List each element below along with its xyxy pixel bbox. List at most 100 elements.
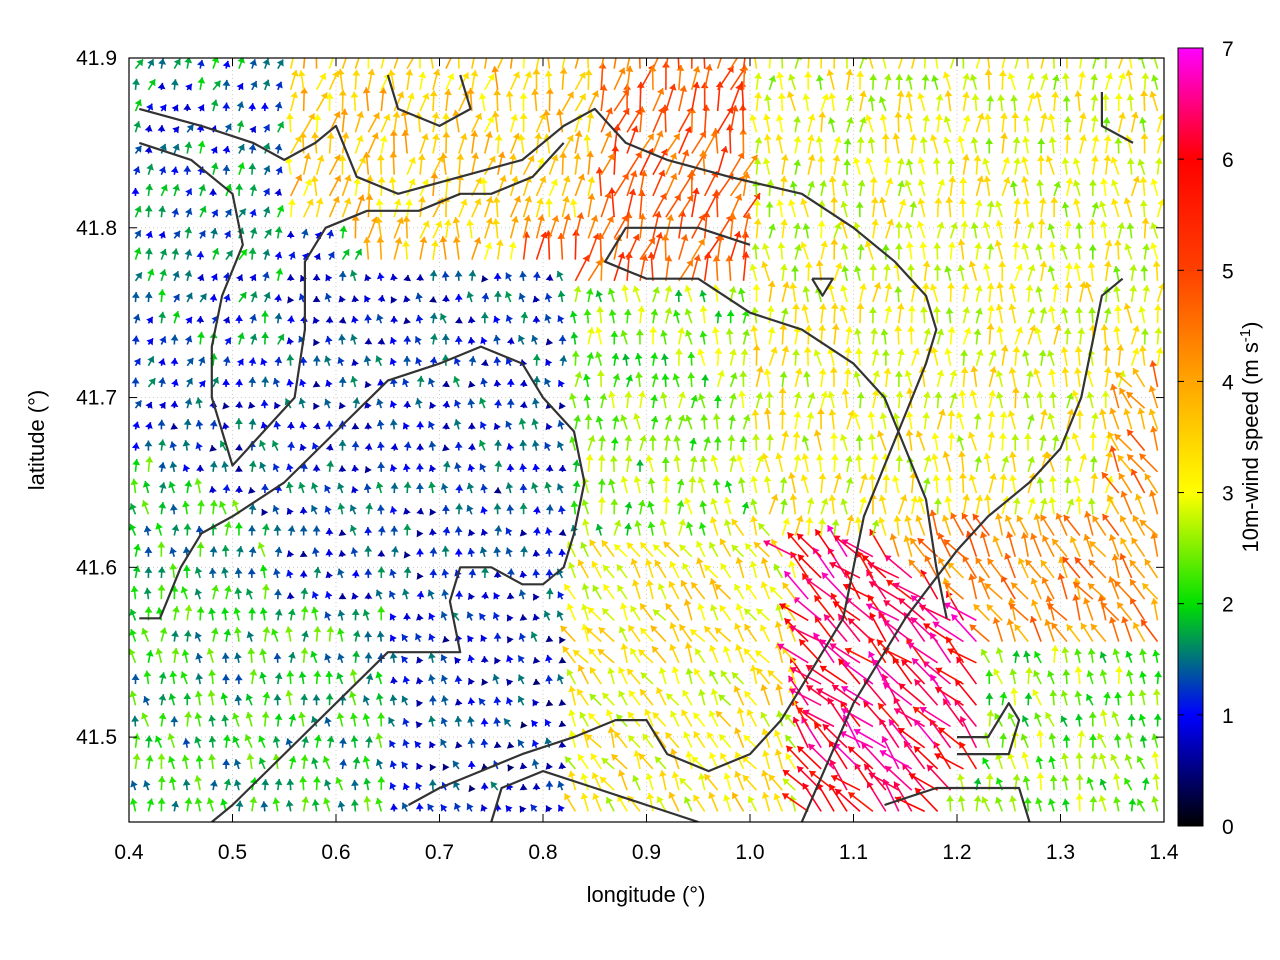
wind-vector bbox=[590, 752, 602, 770]
wind-vector bbox=[1048, 755, 1057, 770]
wind-vector bbox=[441, 589, 450, 600]
wind-vector bbox=[1010, 582, 1029, 600]
wind-vector bbox=[288, 713, 297, 727]
wind-vector bbox=[403, 551, 411, 559]
wind-vector bbox=[642, 733, 654, 749]
wind-vector bbox=[1151, 751, 1160, 770]
wind-vector bbox=[743, 623, 758, 643]
wind-vector bbox=[325, 549, 334, 557]
wind-vector bbox=[467, 654, 475, 664]
wind-vector bbox=[311, 716, 319, 727]
wind-vector bbox=[671, 666, 680, 685]
wind-vector bbox=[377, 712, 386, 727]
wind-vector bbox=[1090, 752, 1099, 770]
wind-vector bbox=[1041, 576, 1055, 600]
wind-vector bbox=[184, 604, 193, 621]
wind-vector bbox=[942, 577, 952, 600]
wind-vector bbox=[167, 755, 176, 770]
wind-vector bbox=[1136, 755, 1146, 770]
wind-vector bbox=[492, 673, 500, 685]
wind-vector bbox=[985, 693, 994, 706]
wind-vector bbox=[577, 753, 589, 770]
wind-vector bbox=[301, 630, 309, 642]
wind-vector bbox=[1125, 669, 1134, 685]
y-tick-label: 41.6 bbox=[76, 556, 117, 579]
wind-vector bbox=[1051, 538, 1068, 558]
wind-vector bbox=[351, 592, 359, 600]
wind-vector bbox=[234, 587, 243, 600]
wind-vector bbox=[467, 592, 476, 601]
wind-vector bbox=[1008, 602, 1029, 621]
wind-vector bbox=[1132, 621, 1146, 643]
wind-vector bbox=[416, 548, 424, 557]
wind-vector bbox=[645, 772, 654, 791]
wind-vector bbox=[325, 670, 334, 685]
wind-vector bbox=[234, 674, 243, 685]
wind-vector bbox=[1024, 559, 1042, 579]
wind-vector bbox=[782, 777, 796, 791]
wind-vector bbox=[362, 695, 371, 706]
wind-vector bbox=[415, 721, 423, 729]
wind-vector bbox=[260, 801, 269, 812]
wind-vector bbox=[248, 607, 257, 621]
wind-vector bbox=[349, 669, 358, 685]
wind-vector bbox=[821, 572, 848, 600]
wind-vector bbox=[1009, 668, 1018, 685]
plot-background bbox=[129, 58, 1164, 822]
wind-vector bbox=[545, 780, 554, 791]
wind-vector bbox=[325, 591, 333, 600]
wind-vector bbox=[942, 698, 965, 727]
wind-vector bbox=[665, 693, 680, 706]
wind-vector bbox=[1062, 734, 1071, 748]
wind-vector bbox=[847, 745, 874, 770]
wind-vector bbox=[597, 648, 615, 664]
wind-vector bbox=[440, 611, 448, 621]
wind-vector bbox=[532, 699, 540, 707]
wind-vector bbox=[646, 792, 655, 812]
wind-vector bbox=[913, 678, 939, 706]
wind-vector bbox=[650, 625, 667, 643]
wind-vector bbox=[1045, 595, 1055, 621]
wind-vector bbox=[271, 628, 279, 642]
wind-vector bbox=[311, 591, 320, 600]
wind-vector bbox=[934, 752, 964, 770]
wind-vector bbox=[455, 590, 464, 600]
wind-vector bbox=[1013, 623, 1029, 643]
wind-vector bbox=[868, 580, 900, 600]
wind-vector bbox=[580, 541, 590, 558]
wind-vector bbox=[1009, 795, 1017, 812]
wind-vector bbox=[1110, 753, 1120, 770]
wind-vector bbox=[907, 642, 939, 664]
x-tick-label: 1.2 bbox=[942, 841, 971, 864]
wind-vector bbox=[1005, 531, 1016, 557]
wind-vector bbox=[1120, 537, 1133, 558]
plot-area bbox=[128, 57, 1165, 823]
wind-vector bbox=[274, 672, 283, 685]
wind-vector bbox=[261, 584, 270, 600]
wind-vector bbox=[847, 791, 874, 813]
wind-vector bbox=[480, 804, 488, 812]
wind-vector bbox=[493, 696, 502, 706]
wind-vector bbox=[601, 692, 615, 706]
wind-vector bbox=[632, 579, 641, 600]
wind-vector bbox=[168, 693, 177, 706]
wind-vector bbox=[1022, 775, 1031, 791]
wind-vector bbox=[613, 731, 628, 749]
wind-vector bbox=[532, 550, 541, 557]
wind-vector bbox=[131, 674, 140, 685]
wind-vector bbox=[745, 583, 758, 600]
wind-vector bbox=[1152, 649, 1161, 663]
wind-vector bbox=[973, 603, 990, 621]
wind-vector bbox=[877, 702, 900, 728]
wind-vector bbox=[1138, 689, 1147, 706]
wind-vector bbox=[154, 735, 163, 749]
wind-vector bbox=[258, 735, 266, 749]
wind-vector bbox=[195, 755, 204, 770]
wind-vector bbox=[144, 735, 153, 748]
wind-vector bbox=[807, 743, 835, 770]
wind-vector bbox=[506, 568, 515, 579]
wind-vector bbox=[531, 759, 540, 770]
wind-vector bbox=[222, 734, 231, 748]
wind-vector bbox=[950, 613, 977, 643]
wind-vector bbox=[1035, 755, 1044, 770]
